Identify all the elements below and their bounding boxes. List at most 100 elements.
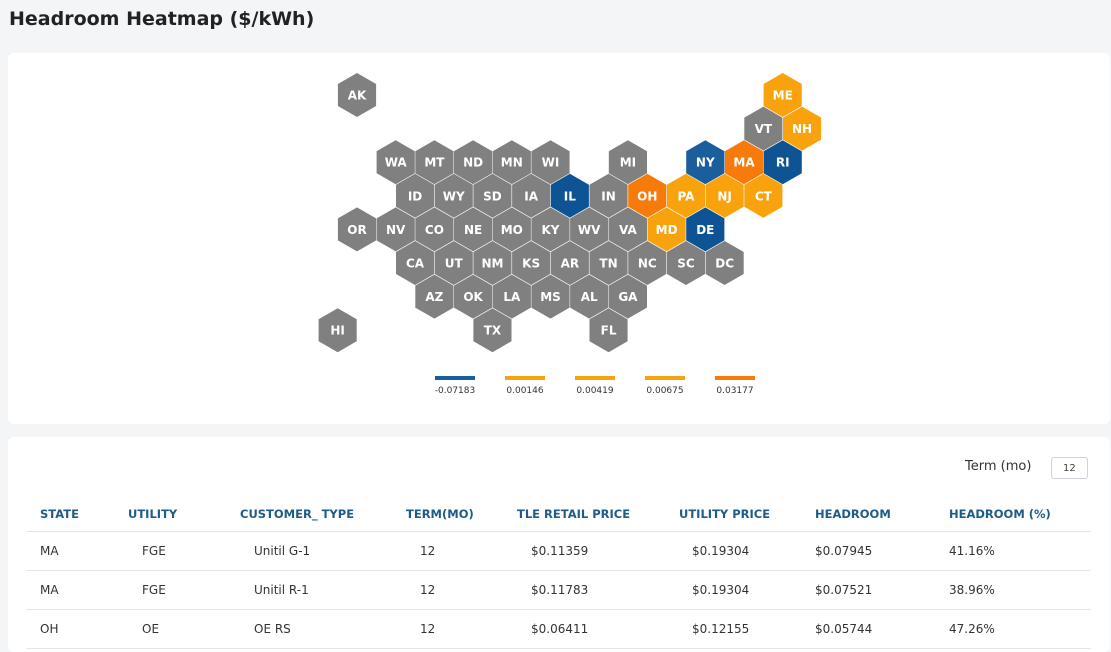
state-hex-or[interactable]: OR: [337, 207, 377, 252]
col-headroom-pct-header[interactable]: HEADROOM (%): [935, 497, 1091, 532]
state-hex-ak[interactable]: AK: [337, 73, 377, 117]
col-state-header[interactable]: STATE: [26, 497, 114, 532]
state-label: HI: [330, 324, 345, 338]
state-hex-de[interactable]: DE: [686, 207, 725, 252]
legend-label: 0.00419: [576, 386, 613, 396]
state-hex-nd[interactable]: ND: [454, 140, 493, 185]
state-hex-shape: [763, 140, 802, 185]
state-hex-ma[interactable]: MA: [724, 140, 764, 185]
legend-swatch: [645, 376, 685, 380]
state-hex-ms[interactable]: MS: [531, 274, 570, 319]
state-label: CA: [406, 257, 425, 271]
state-hex-shape: [724, 140, 764, 185]
state-hex-in[interactable]: IN: [589, 173, 628, 218]
state-hex-va[interactable]: VA: [608, 207, 647, 252]
table-row[interactable]: OH OE OE RS 12 $0.06411 $0.12155 $0.0574…: [26, 609, 1091, 649]
state-hex-shape: [570, 207, 609, 252]
state-hex-shape: [783, 106, 822, 151]
state-hex-sd[interactable]: SD: [473, 173, 512, 218]
state-hex-tn[interactable]: TN: [589, 241, 628, 285]
term-input[interactable]: [1051, 457, 1088, 479]
state-hex-ok[interactable]: OK: [454, 274, 493, 319]
state-hex-wv[interactable]: WV: [570, 207, 609, 252]
state-hex-dc[interactable]: DC: [705, 241, 744, 285]
state-hex-wy[interactable]: WY: [434, 173, 473, 218]
state-hex-md[interactable]: MD: [647, 207, 686, 252]
col-utility-price-header[interactable]: UTILITY PRICE: [665, 497, 801, 532]
state-label: AK: [348, 89, 367, 103]
legend-swatch: [505, 376, 545, 380]
state-hex-vt[interactable]: VT: [744, 106, 783, 151]
state-hex-shape: [454, 274, 493, 319]
cell-utility: FGE: [114, 531, 226, 571]
state-hex-co[interactable]: CO: [415, 207, 454, 252]
state-hex-al[interactable]: AL: [570, 274, 609, 319]
state-hex-shape: [686, 140, 725, 185]
state-hex-shape: [473, 173, 512, 218]
state-hex-mi[interactable]: MI: [608, 140, 647, 185]
col-customer-type-header[interactable]: CUSTOMER_ TYPE: [226, 497, 392, 532]
heatmap-card: AK ME VT NH WA MT ND MN WI MI NY MA RI ID WY SD IA IL IN OH…: [8, 53, 1110, 424]
state-hex-la[interactable]: LA: [492, 274, 531, 319]
col-headroom-header[interactable]: HEADROOM: [801, 497, 935, 532]
state-hex-shape: [744, 173, 783, 218]
col-utility-header[interactable]: UTILITY: [114, 497, 226, 532]
state-hex-ri[interactable]: RI: [763, 140, 802, 185]
state-hex-hi[interactable]: HI: [318, 308, 357, 353]
state-label: GA: [618, 290, 638, 304]
state-hex-mt[interactable]: MT: [415, 140, 454, 185]
col-tle-retail-price-header[interactable]: TLE RETAIL PRICE: [503, 497, 665, 532]
state-hex-mn[interactable]: MN: [492, 140, 531, 185]
state-label: NJ: [717, 189, 732, 203]
state-hex-nj[interactable]: NJ: [705, 173, 744, 218]
state-hex-ct[interactable]: CT: [744, 173, 783, 218]
state-hex-shape: [666, 241, 705, 285]
state-hex-nh[interactable]: NH: [783, 106, 822, 151]
state-hex-ny[interactable]: NY: [686, 140, 725, 185]
cell-state: MA: [26, 531, 114, 571]
cell-headroom: $0.07945: [801, 531, 935, 571]
state-hex-nv[interactable]: NV: [376, 207, 415, 252]
table-header-row: STATE UTILITY CUSTOMER_ TYPE TERM(MO) TL…: [26, 497, 1091, 532]
state-hex-ga[interactable]: GA: [608, 274, 647, 319]
state-label: NH: [792, 122, 812, 136]
state-hex-fl[interactable]: FL: [589, 308, 628, 353]
state-hex-ky[interactable]: KY: [531, 207, 570, 252]
state-hex-il[interactable]: IL: [550, 173, 589, 218]
state-hex-pa[interactable]: PA: [666, 173, 705, 218]
state-label: TX: [484, 324, 502, 338]
state-hex-id[interactable]: ID: [396, 173, 435, 218]
state-hex-ar[interactable]: AR: [550, 241, 589, 285]
state-hex-nc[interactable]: NC: [628, 241, 667, 285]
legend-swatch: [715, 376, 755, 380]
state-hex-wa[interactable]: WA: [376, 140, 415, 185]
state-hex-ks[interactable]: KS: [512, 241, 551, 285]
state-label: NV: [386, 223, 406, 237]
state-hex-shape: [628, 241, 667, 285]
state-label: NY: [696, 156, 715, 170]
table-row[interactable]: MA FGE Unitil R-1 12 $0.11783 $0.19304 $…: [26, 570, 1091, 610]
state-hex-tx[interactable]: TX: [473, 308, 512, 353]
state-hex-nm[interactable]: NM: [473, 241, 512, 285]
state-hex-me[interactable]: ME: [763, 73, 802, 117]
col-term-header[interactable]: TERM(MO): [392, 497, 503, 532]
state-hex-sc[interactable]: SC: [666, 241, 705, 285]
legend-label: 0.03177: [716, 386, 753, 396]
state-hex-ut[interactable]: UT: [434, 241, 473, 285]
state-label: DC: [715, 257, 734, 271]
table-row[interactable]: MA FGE Unitil G-1 12 $0.11359 $0.19304 $…: [26, 531, 1091, 571]
state-hex-mo[interactable]: MO: [492, 207, 531, 252]
state-hex-ne[interactable]: NE: [454, 207, 493, 252]
state-hex-shape: [454, 140, 493, 185]
state-label: IN: [601, 189, 616, 203]
state-hex-wi[interactable]: WI: [531, 140, 570, 185]
state-hex-ia[interactable]: IA: [512, 173, 551, 218]
legend-item: 0.00146: [505, 376, 545, 396]
state-hex-az[interactable]: AZ: [415, 274, 454, 319]
state-hex-oh[interactable]: OH: [628, 173, 667, 218]
state-hex-shape: [396, 173, 435, 218]
state-hex-ca[interactable]: CA: [396, 241, 435, 285]
state-hex-shape: [608, 140, 647, 185]
state-label: OK: [463, 290, 483, 304]
state-hex-shape: [666, 173, 705, 218]
